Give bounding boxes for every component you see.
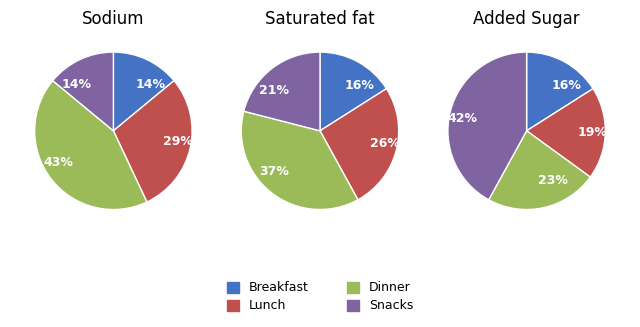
Title: Saturated fat: Saturated fat [265,10,375,28]
Wedge shape [320,89,399,200]
Wedge shape [527,52,593,131]
Text: 26%: 26% [369,137,399,150]
Legend: Breakfast, Lunch, Dinner, Snacks: Breakfast, Lunch, Dinner, Snacks [221,277,419,318]
Wedge shape [244,52,320,131]
Wedge shape [113,52,174,131]
Text: 16%: 16% [551,79,581,93]
Text: 42%: 42% [447,112,477,125]
Wedge shape [527,89,605,177]
Text: 19%: 19% [578,126,607,139]
Wedge shape [489,131,590,210]
Wedge shape [35,81,147,210]
Wedge shape [113,81,192,202]
Wedge shape [52,52,113,131]
Text: 14%: 14% [61,78,92,91]
Text: 37%: 37% [259,165,289,178]
Text: 23%: 23% [538,174,568,187]
Title: Sodium: Sodium [82,10,145,28]
Wedge shape [241,111,358,210]
Wedge shape [320,52,387,131]
Text: 43%: 43% [43,156,73,169]
Wedge shape [448,52,527,200]
Text: 29%: 29% [163,135,193,148]
Text: 16%: 16% [345,79,374,93]
Text: 21%: 21% [259,84,289,97]
Text: 14%: 14% [135,78,165,91]
Title: Added Sugar: Added Sugar [474,10,580,28]
